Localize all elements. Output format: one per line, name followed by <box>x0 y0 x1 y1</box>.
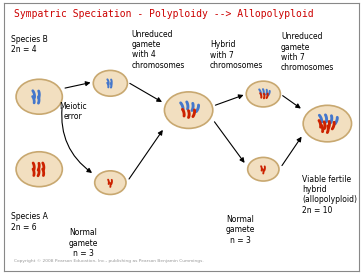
Circle shape <box>246 81 280 107</box>
Text: Unreduced
gamete
with 4
chromosomes: Unreduced gamete with 4 chromosomes <box>132 30 185 70</box>
Text: Normal
gamete
n = 3: Normal gamete n = 3 <box>225 215 255 245</box>
Text: Normal
gamete
n = 3: Normal gamete n = 3 <box>69 228 98 258</box>
Circle shape <box>93 70 127 96</box>
Text: Species B
2n = 4: Species B 2n = 4 <box>11 35 48 54</box>
Text: Hybrid
with 7
chromosomes: Hybrid with 7 chromosomes <box>210 40 263 70</box>
Text: Meiotic
error: Meiotic error <box>59 102 87 121</box>
Circle shape <box>164 92 213 129</box>
Text: Sympatric Speciation - Polyploidy --> Allopolyploid: Sympatric Speciation - Polyploidy --> Al… <box>14 10 314 19</box>
Text: Unreduced
gamete
with 7
chromosomes: Unreduced gamete with 7 chromosomes <box>281 32 334 73</box>
Circle shape <box>95 171 126 195</box>
Text: Species A
2n = 6: Species A 2n = 6 <box>11 212 48 232</box>
Circle shape <box>248 157 279 181</box>
Text: Viable fertile
hybrid
(allopolyploid)
2n = 10: Viable fertile hybrid (allopolyploid) 2n… <box>302 175 358 215</box>
Circle shape <box>16 152 62 187</box>
Circle shape <box>16 79 62 114</box>
Circle shape <box>303 105 351 142</box>
Text: Copyright © 2008 Pearson Education, Inc., publishing as Pearson Benjamin Cumming: Copyright © 2008 Pearson Education, Inc.… <box>14 259 204 263</box>
